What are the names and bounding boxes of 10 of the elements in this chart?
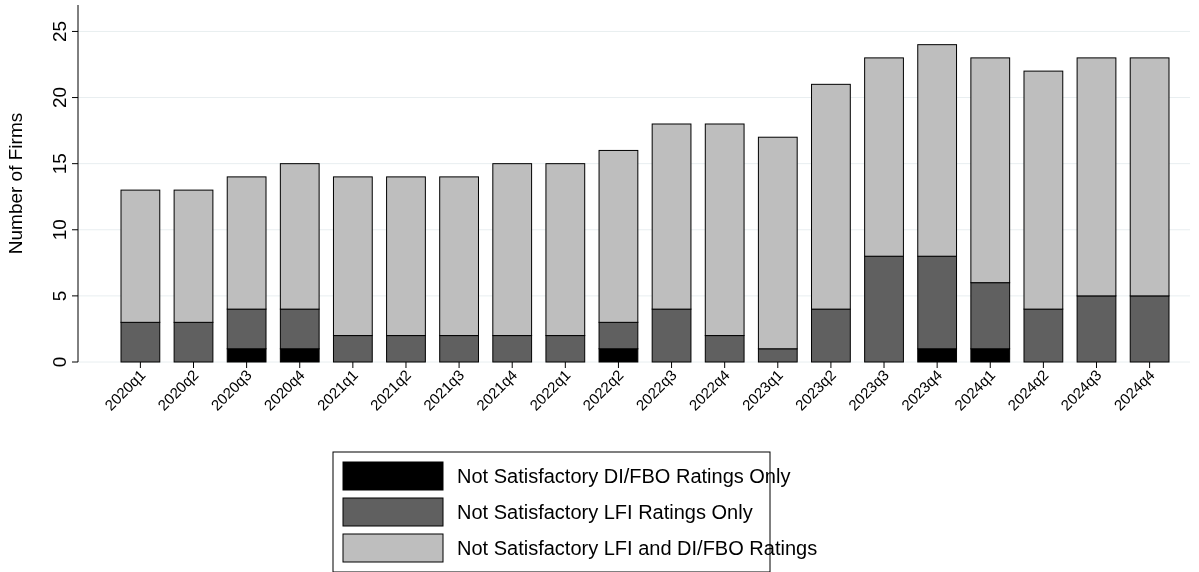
y-tick-label: 25 — [49, 20, 70, 43]
legend-label: Not Satisfactory LFI Ratings Only — [457, 501, 753, 523]
legend-label: Not Satisfactory LFI and DI/FBO Ratings — [457, 537, 818, 559]
y-axis-title: Number of Firms — [5, 112, 26, 255]
y-tick-label: 10 — [49, 219, 70, 241]
y-tick-label: 15 — [49, 153, 70, 175]
y-tick-label: 20 — [49, 86, 70, 109]
y-tick-label: 0 — [49, 356, 70, 368]
legend-label: Not Satisfactory DI/FBO Ratings Only — [457, 465, 791, 487]
y-tick-label: 5 — [49, 290, 70, 302]
